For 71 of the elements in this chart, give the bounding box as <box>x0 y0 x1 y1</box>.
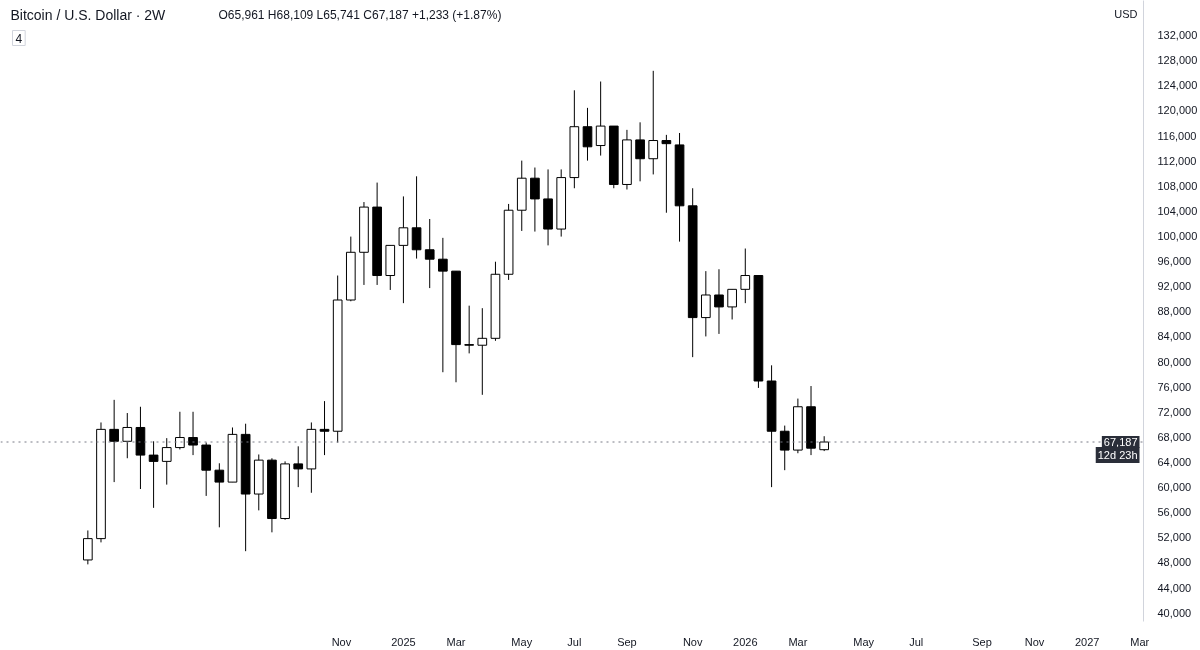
candlestick <box>779 425 790 471</box>
candlestick <box>424 218 435 289</box>
y-tick-label: 120,000 <box>1157 104 1198 117</box>
y-tick-label: 56,000 <box>1157 506 1192 519</box>
candlestick <box>214 462 225 528</box>
y-axis-title: USD <box>1114 7 1138 20</box>
x-tick-label: Nov <box>682 635 703 648</box>
y-tick-label: 40,000 <box>1157 606 1192 619</box>
y-tick-label: 100,000 <box>1157 229 1198 242</box>
candlestick <box>438 237 448 373</box>
y-tick-label: 96,000 <box>1157 255 1192 268</box>
candlestick <box>161 437 172 486</box>
y-tick-label: 116,000 <box>1157 129 1197 142</box>
x-tick-label: 2025 <box>391 635 416 648</box>
candlestick <box>109 399 119 483</box>
y-tick-label: 124,000 <box>1157 79 1198 92</box>
y-tick-label: 68,000 <box>1157 430 1192 443</box>
x-tick-label: Nov <box>1024 635 1045 648</box>
candlestick <box>83 529 93 565</box>
y-tick-label: 72,000 <box>1157 405 1192 418</box>
x-tick-label: Nov <box>331 635 352 648</box>
x-tick-label: Jul <box>567 635 582 648</box>
y-tick-label: 112,000 <box>1157 154 1197 167</box>
candlestick <box>648 70 659 175</box>
x-tick-label: Mar <box>1130 635 1150 648</box>
y-tick-label: 128,000 <box>1157 54 1198 67</box>
candlestick <box>595 81 606 157</box>
y-tick-label: 76,000 <box>1157 380 1192 393</box>
candlestick <box>740 248 751 304</box>
candlestick <box>293 445 304 488</box>
chart-title: Bitcoin / U.S. Dollar · 2W <box>10 6 167 23</box>
y-tick-label: 108,000 <box>1157 179 1198 192</box>
x-tick-label: Sep <box>972 635 992 648</box>
x-tick-label: May <box>511 635 533 648</box>
candlestick <box>701 270 711 337</box>
candlestick <box>122 412 133 459</box>
x-tick-label: May <box>853 635 875 648</box>
y-tick-label: 48,000 <box>1157 556 1192 569</box>
y-tick-label: 44,000 <box>1157 581 1192 594</box>
x-tick-label: Sep <box>617 635 637 648</box>
candlestick <box>464 305 474 354</box>
candlestick <box>727 288 737 320</box>
candlestick <box>319 400 330 456</box>
y-tick-label: 80,000 <box>1157 355 1192 368</box>
y-tick-label: 64,000 <box>1157 456 1192 469</box>
candlestick <box>661 134 672 214</box>
y-tick-label: 88,000 <box>1157 305 1192 318</box>
y-tick-label: 84,000 <box>1157 330 1192 343</box>
candlestick <box>582 107 593 162</box>
x-tick-label: 2027 <box>1074 635 1100 648</box>
y-tick-label: 92,000 <box>1157 280 1192 293</box>
candlestick <box>188 411 198 456</box>
y-tick-label: 52,000 <box>1157 531 1192 544</box>
candlestick <box>530 167 540 233</box>
x-tick-label: Mar <box>446 635 466 648</box>
y-tick-label: 132,000 <box>1157 29 1198 42</box>
ref-line-label: 67,187 12d 23h <box>1097 436 1138 461</box>
candlestick <box>635 121 645 182</box>
candlestick <box>175 411 185 450</box>
x-tick-label: 2026 <box>733 635 758 648</box>
x-tick-label: Jul <box>909 635 924 648</box>
candlestick <box>411 175 422 260</box>
text: O65,961 H68,109 L65,741 C67,187 +1,233 (+1.87%) <box>218 7 502 22</box>
candlestick <box>148 440 159 509</box>
x-tick-label: Mar <box>788 635 808 648</box>
candlestick <box>398 195 409 304</box>
y-tick-label: 104,000 <box>1157 204 1198 217</box>
candlestick <box>714 268 724 335</box>
annotation: 4 <box>15 31 23 46</box>
y-tick-label: 60,000 <box>1157 481 1192 494</box>
candlestick <box>477 307 488 396</box>
